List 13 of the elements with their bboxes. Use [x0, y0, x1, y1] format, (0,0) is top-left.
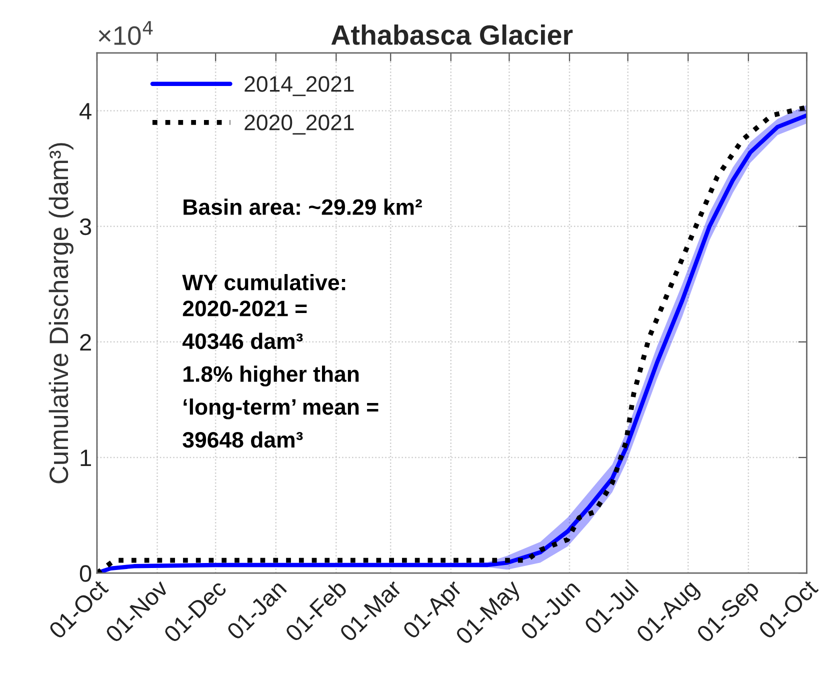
y-axis-title: Cumulative Discharge (dam³): [48, 143, 74, 484]
y-tick-label: 1: [80, 450, 91, 466]
legend-label: 2014_2021: [244, 76, 354, 96]
annotation: WY cumulative:: [182, 274, 346, 290]
chart-title: Athabasca Glacier: [331, 24, 573, 45]
annotation: Basin area: ~29.29 km²: [184, 198, 422, 215]
annotation: 2020-2021 = 40346 dam³ 1.8% higher than ‘long-term’ mean = 39648 dam³: [182, 300, 378, 448]
legend-label: 2020_2021: [244, 114, 354, 135]
y-tick-label: 3: [80, 218, 92, 236]
y-tick-label: 4: [80, 103, 92, 120]
y-tick-label: 0: [80, 565, 92, 582]
y-tick-label: 2: [80, 334, 91, 350]
text: ×10$^{4}$: [98, 21, 153, 45]
